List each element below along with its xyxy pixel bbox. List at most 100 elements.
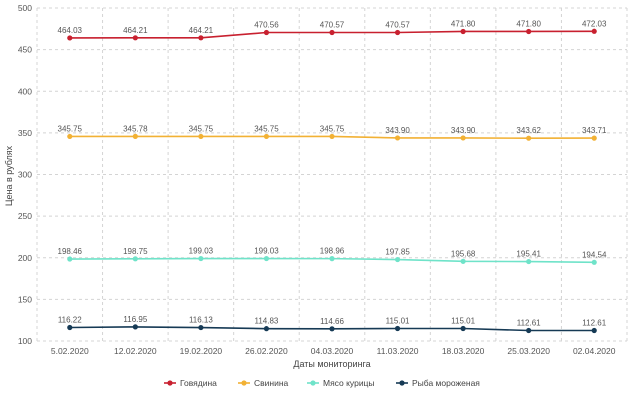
data-label: 114.66 [320,317,344,326]
data-point[interactable] [264,326,269,331]
data-label: 114.83 [255,317,279,326]
data-point[interactable] [461,29,466,34]
data-label: 343.62 [516,126,541,135]
data-point[interactable] [264,256,269,261]
x-tick-label: 18.03.2020 [442,346,485,356]
legend[interactable]: Говядина Свинина Мясо курицы Рыба мороженая [164,378,480,388]
x-tick-label: 25.03.2020 [507,346,550,356]
legend-marker [310,380,315,385]
data-point[interactable] [67,134,72,139]
data-label: 195.41 [516,250,541,259]
legend-label: Свинина [254,378,289,388]
legend-item[interactable]: Рыба мороженая [396,378,480,388]
data-label: 112.61 [582,319,606,328]
x-tick-label: 12.02.2020 [114,346,157,356]
data-point[interactable] [461,326,466,331]
data-point[interactable] [526,136,531,141]
data-label: 343.71 [582,126,607,135]
legend-marker [167,380,172,385]
data-point[interactable] [395,257,400,262]
y-tick-label: 150 [18,294,32,304]
data-point[interactable] [329,326,334,331]
data-label: 198.46 [58,247,83,256]
y-tick-label: 450 [18,45,32,55]
data-point[interactable] [67,35,72,40]
data-label: 116.95 [123,315,147,324]
data-label: 345.75 [320,124,345,133]
data-label: 345.75 [254,124,279,133]
x-tick-label: 02.04.2020 [573,346,616,356]
y-tick-label: 300 [18,170,32,180]
data-label: 343.90 [451,126,476,135]
data-point[interactable] [592,328,597,333]
data-label: 345.75 [189,124,214,133]
x-tick-label: 26.02.2020 [245,346,288,356]
series: 464.03 464.21 464.21 470.56 470.57 470.57 471.… [58,19,607,333]
x-tick-label: 5.02.2020 [51,346,89,356]
data-point[interactable] [329,256,334,261]
legend-label: Говядина [180,378,217,388]
legend-label: Мясо курицы [323,378,375,388]
data-label: 112.61 [517,319,541,328]
data-point[interactable] [264,134,269,139]
data-point[interactable] [133,134,138,139]
data-point[interactable] [461,135,466,140]
legend-item[interactable]: Мясо курицы [307,378,375,388]
data-point[interactable] [526,259,531,264]
y-axis-title: Цена в рублях [4,145,14,206]
data-point[interactable] [526,29,531,34]
data-label: 198.96 [320,247,345,256]
legend-label: Рыба мороженая [412,378,480,388]
data-label: 116.13 [189,316,213,325]
data-point[interactable] [395,326,400,331]
data-label: 470.57 [320,21,345,30]
data-label: 464.03 [58,26,83,35]
data-label: 199.03 [254,247,279,256]
series-Мясо курицы: 198.46 198.75 199.03 199.03 198.96 197.85 195.… [58,247,607,265]
data-label: 198.75 [123,247,148,256]
data-label: 195.68 [451,249,476,258]
data-point[interactable] [198,35,203,40]
data-point[interactable] [264,30,269,35]
series-Говядина: 464.03 464.21 464.21 470.56 470.57 470.57 471.… [58,19,607,40]
data-point[interactable] [395,30,400,35]
y-tick-label: 200 [18,253,32,263]
data-point[interactable] [67,256,72,261]
data-point[interactable] [329,30,334,35]
y-tick-label: 400 [18,86,32,96]
legend-item[interactable]: Свинина [238,378,289,388]
data-label: 116.22 [58,315,82,324]
data-point[interactable] [526,328,531,333]
grid [37,8,627,341]
x-axis-title: Даты мониторинга [293,359,370,369]
y-tick-label: 350 [18,128,32,138]
data-label: 345.75 [58,124,83,133]
legend-marker [399,380,404,385]
data-point[interactable] [329,134,334,139]
y-tick-label: 100 [18,336,32,346]
data-label: 464.21 [123,26,148,35]
data-point[interactable] [592,260,597,265]
data-label: 472.03 [582,19,607,28]
x-tick-label: 11.03.2020 [377,346,419,356]
x-tick-label: 19.02.2020 [180,346,223,356]
data-label: 470.56 [254,21,279,30]
data-point[interactable] [133,256,138,261]
data-point[interactable] [461,259,466,264]
data-point[interactable] [67,325,72,330]
data-label: 345.78 [123,124,148,133]
data-point[interactable] [198,256,203,261]
data-point[interactable] [133,324,138,329]
data-point[interactable] [198,325,203,330]
data-point[interactable] [592,29,597,34]
data-label: 471.80 [516,19,541,28]
data-point[interactable] [133,35,138,40]
data-label: 194.54 [582,250,607,259]
data-label: 197.85 [385,248,410,257]
legend-item[interactable]: Говядина [164,378,217,388]
data-point[interactable] [592,136,597,141]
data-point[interactable] [198,134,203,139]
data-point[interactable] [395,135,400,140]
